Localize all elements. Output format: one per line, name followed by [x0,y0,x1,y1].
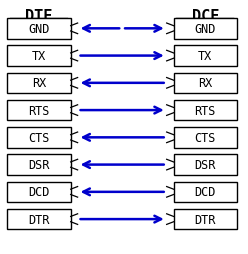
Text: RX: RX [32,77,46,90]
FancyBboxPatch shape [7,19,71,39]
FancyBboxPatch shape [7,46,71,67]
Text: DTR: DTR [194,213,216,226]
Text: CTS: CTS [194,131,216,144]
Text: DTR: DTR [28,213,50,226]
FancyBboxPatch shape [7,73,71,94]
Text: TX: TX [198,50,212,63]
Text: DCE: DCE [191,9,219,24]
FancyBboxPatch shape [174,155,237,175]
FancyBboxPatch shape [174,101,237,121]
Text: DTE: DTE [25,9,53,24]
FancyBboxPatch shape [174,19,237,39]
FancyBboxPatch shape [7,155,71,175]
Text: RTS: RTS [194,104,216,117]
FancyBboxPatch shape [174,182,237,202]
FancyBboxPatch shape [174,73,237,94]
Text: DSR: DSR [194,158,216,171]
FancyBboxPatch shape [174,209,237,229]
FancyBboxPatch shape [7,209,71,229]
FancyBboxPatch shape [7,101,71,121]
FancyBboxPatch shape [7,128,71,148]
FancyBboxPatch shape [7,182,71,202]
Text: RX: RX [198,77,212,90]
Text: TX: TX [32,50,46,63]
Text: RTS: RTS [28,104,50,117]
FancyBboxPatch shape [174,128,237,148]
Text: DSR: DSR [28,158,50,171]
Text: GND: GND [194,23,216,36]
Text: CTS: CTS [28,131,50,144]
FancyBboxPatch shape [174,46,237,67]
Text: GND: GND [28,23,50,36]
Text: DCD: DCD [194,186,216,199]
Text: DCD: DCD [28,186,50,199]
